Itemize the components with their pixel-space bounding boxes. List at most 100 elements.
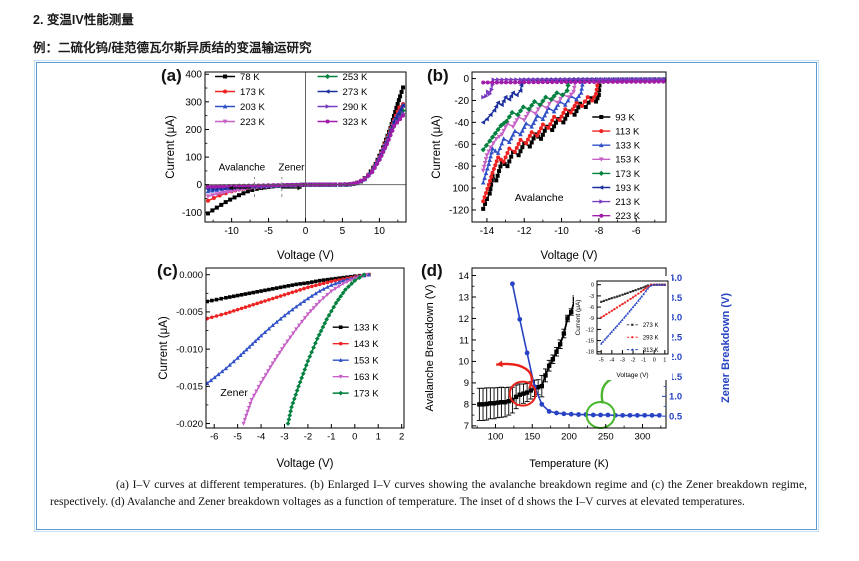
svg-text:5: 5 [340, 226, 346, 237]
svg-text:203 K: 203 K [240, 102, 265, 113]
svg-text:-2: -2 [304, 432, 312, 443]
svg-text:-6: -6 [632, 226, 641, 237]
svg-text:163 K: 163 K [354, 372, 379, 383]
svg-text:290 K: 290 K [343, 102, 368, 113]
chart-panel-a-iv-curves: Avalanche Zener -10 -5 0 5 10 -100 0 100 200 300 400… [165, 70, 407, 262]
svg-text:300: 300 [635, 432, 651, 443]
svg-text:-4: -4 [257, 432, 265, 443]
svg-text:223 K: 223 K [240, 117, 265, 128]
figure-frame [34, 60, 819, 532]
svg-text:-3: -3 [620, 358, 625, 364]
svg-text:-14: -14 [480, 226, 495, 237]
example-heading: 例：二硫化钨/硅范德瓦尔斯异质结的变温输运研究 [33, 41, 312, 55]
svg-text:-9: -9 [589, 316, 594, 322]
svg-text:113 K: 113 K [615, 127, 640, 138]
svg-text:0: 0 [591, 283, 594, 289]
svg-text:293 K: 293 K [643, 335, 659, 341]
svg-text:253 K: 253 K [343, 72, 368, 83]
svg-text:100: 100 [488, 432, 504, 443]
panel-label-b: (b) [427, 66, 449, 85]
chart-panel-b-avalanche: Avalanche-14 -12 -10 -8 -60-20-40-60-80100-1… [431, 71, 667, 262]
svg-text:323 K: 323 K [343, 117, 368, 128]
svg-text:0: 0 [653, 358, 656, 364]
svg-text:Avalanche: Avalanche [219, 162, 266, 173]
figure-caption: (a) I–V curves at different temperatures… [50, 478, 807, 508]
svg-text:0: 0 [196, 180, 202, 191]
svg-text:400: 400 [185, 70, 202, 81]
svg-text:0: 0 [463, 74, 469, 85]
svg-text:-6: -6 [210, 432, 218, 443]
svg-text:-0.010: -0.010 [176, 344, 203, 355]
svg-text:2.5: 2.5 [669, 332, 683, 343]
svg-text:-40: -40 [455, 118, 470, 129]
svg-text:Voltage (V): Voltage (V) [541, 250, 598, 262]
svg-text:93 K: 93 K [615, 112, 635, 123]
svg-text:173 K: 173 K [240, 87, 265, 98]
svg-text:193 K: 193 K [615, 183, 640, 194]
svg-text:-1: -1 [327, 432, 335, 443]
panel-label-a: (a) [161, 66, 182, 85]
svg-text:Temperature (K): Temperature (K) [529, 458, 608, 470]
svg-text:200: 200 [185, 125, 202, 136]
svg-text:153 K: 153 K [615, 155, 640, 166]
svg-text:273 K: 273 K [643, 323, 659, 329]
svg-text:100: 100 [452, 184, 469, 195]
svg-text:Voltage (V): Voltage (V) [277, 458, 334, 470]
svg-text:273 K: 273 K [343, 87, 368, 98]
svg-text:13: 13 [458, 292, 469, 303]
svg-text:-15: -15 [586, 339, 594, 345]
svg-text:-20: -20 [455, 96, 470, 107]
svg-text:9: 9 [464, 378, 469, 389]
svg-text:12: 12 [458, 314, 469, 325]
svg-text:-5: -5 [264, 226, 273, 237]
svg-text:1.5: 1.5 [669, 372, 683, 383]
svg-text:Avalanche: Avalanche [515, 192, 564, 204]
svg-text:Zener Breakdown (V): Zener Breakdown (V) [720, 293, 732, 403]
svg-text:Current (μA): Current (μA) [158, 316, 170, 380]
svg-text:14: 14 [458, 271, 469, 282]
svg-text:-60: -60 [455, 140, 470, 151]
svg-text:10: 10 [458, 357, 469, 368]
svg-text:-100: -100 [182, 208, 202, 219]
svg-text:2: 2 [399, 432, 404, 443]
panel-label-c: (c) [157, 261, 178, 280]
chart-panel-c-zener: Zener -6 -5 -4 -3 -2 -1 0 1 2 0.000 -0.005 -0.010 -0.… [158, 267, 405, 470]
svg-text:-3: -3 [280, 432, 288, 443]
svg-text:223 K: 223 K [615, 211, 640, 222]
svg-text:Voltage (V): Voltage (V) [277, 250, 334, 262]
svg-text:133 K: 133 K [354, 323, 379, 334]
svg-text:1: 1 [663, 358, 666, 364]
svg-text:-5: -5 [599, 358, 604, 364]
svg-text:200: 200 [561, 432, 577, 443]
svg-text:-4: -4 [609, 358, 614, 364]
svg-text:0.000: 0.000 [179, 270, 203, 281]
svg-text:-10: -10 [554, 226, 569, 237]
svg-text:-80: -80 [455, 162, 470, 173]
svg-text:10: 10 [374, 226, 386, 237]
svg-text:-0.020: -0.020 [176, 419, 203, 430]
svg-text:250: 250 [598, 432, 614, 443]
svg-text:-5: -5 [233, 432, 241, 443]
svg-text:Current (μA): Current (μA) [575, 300, 582, 336]
panel-label-d: (d) [421, 261, 443, 280]
svg-text:313 K: 313 K [643, 348, 659, 354]
svg-text:-2: -2 [631, 358, 636, 364]
svg-text:1.0: 1.0 [669, 392, 682, 403]
svg-text:-18: -18 [586, 350, 594, 356]
svg-text:300: 300 [185, 97, 202, 108]
svg-text:153 K: 153 K [354, 356, 379, 367]
section-heading: 2. 变温IV性能测量 [33, 13, 134, 27]
svg-text:-10: -10 [224, 226, 239, 237]
svg-text:-12: -12 [517, 226, 532, 237]
svg-text:133 K: 133 K [615, 141, 640, 152]
svg-text:1: 1 [376, 432, 381, 443]
svg-text:8: 8 [464, 400, 469, 411]
svg-text:Current (μA): Current (μA) [165, 115, 177, 179]
svg-text:100: 100 [185, 153, 202, 164]
svg-text:Zener: Zener [220, 387, 248, 399]
svg-text:173 K: 173 K [615, 169, 640, 180]
svg-text:0: 0 [352, 432, 357, 443]
chart-panel-d-inset-iv: -5 -4 -3 -2 -1 0 1 0 -3 -6 -9 -12 -15 -18 Voltage (V) C… [574, 276, 672, 380]
svg-text:-1: -1 [641, 358, 646, 364]
